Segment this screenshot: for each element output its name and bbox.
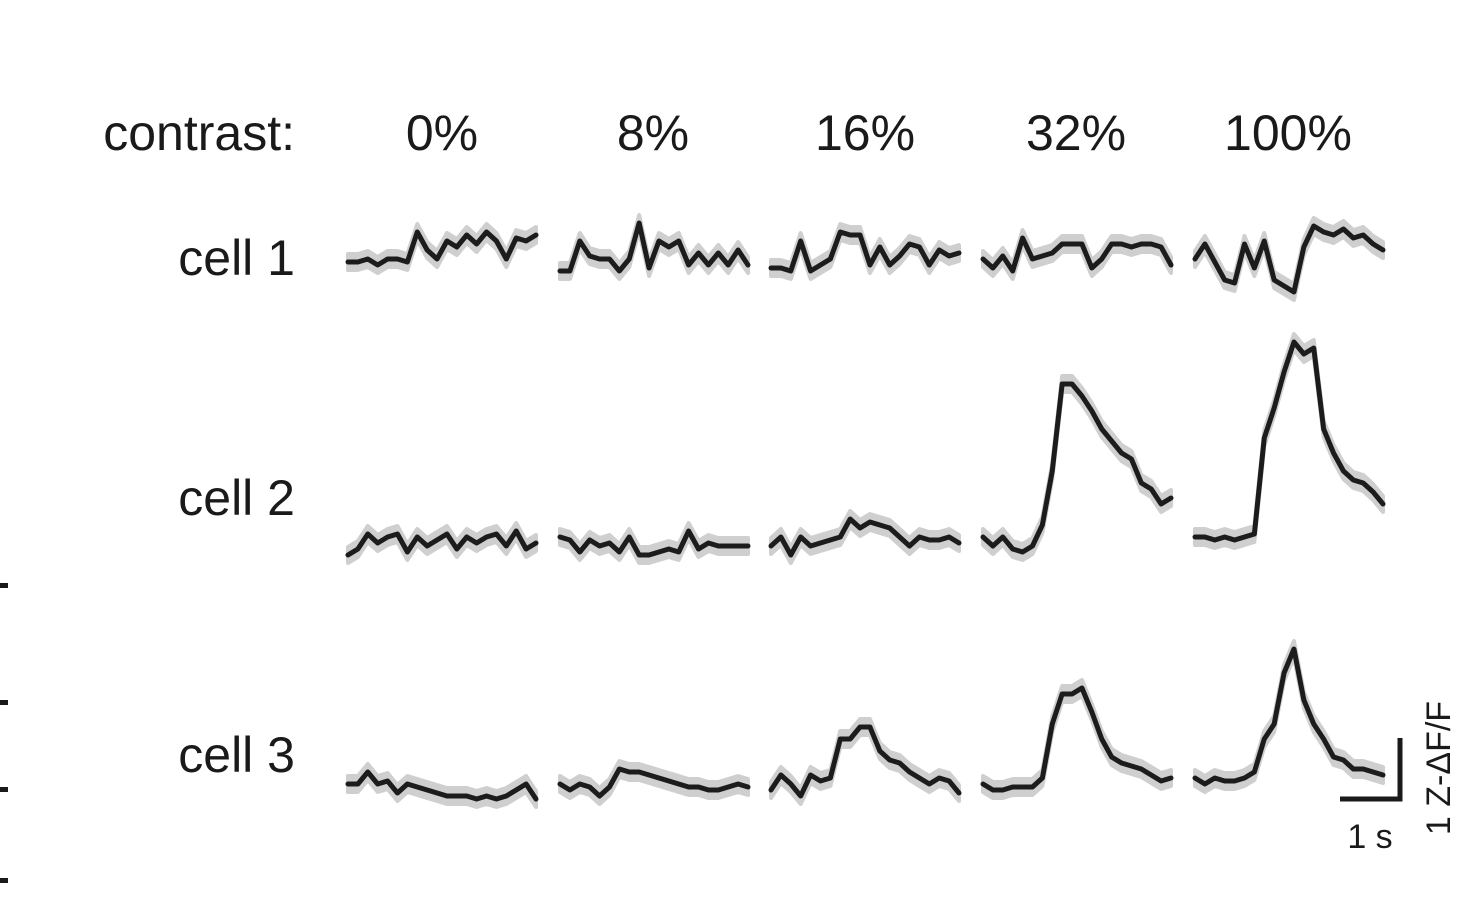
- trace-line-3-2: [768, 724, 962, 799]
- column-label-2: 16%: [815, 105, 915, 161]
- row-label-cell-1: cell 1: [178, 230, 295, 286]
- sem-band-2-3: [981, 374, 1173, 562]
- contrast-header-label: contrast:: [103, 105, 295, 161]
- trace-line-3-3: [980, 685, 1174, 793]
- trace-line-1-3: [980, 235, 1174, 274]
- trace-line-1-0: [345, 229, 539, 268]
- edge-tick: [0, 700, 8, 705]
- row-labels: cell 1 cell 2 cell 3: [178, 230, 295, 783]
- scale-bar: 1 s 1 Z-ΔF/F: [1340, 701, 1458, 856]
- edge-tick: [0, 787, 8, 792]
- trace-line-2-4: [1192, 339, 1386, 543]
- column-headers: contrast: 0% 8% 16% 32% 100%: [103, 105, 1352, 161]
- sem-band-2-1: [558, 521, 750, 565]
- trace-line-2-1: [557, 528, 751, 558]
- column-label-0: 0%: [406, 105, 478, 161]
- column-label-1: 8%: [617, 105, 689, 161]
- scale-bar-time-label: 1 s: [1347, 818, 1392, 856]
- edge-tick: [0, 878, 8, 883]
- sem-band-1-4: [1193, 216, 1385, 302]
- trace-line-3-4: [1192, 646, 1386, 787]
- sem-band-2-4: [1193, 332, 1385, 550]
- trace-line-1-1: [557, 220, 751, 274]
- trace-line-3-0: [345, 769, 539, 802]
- row-label-cell-2: cell 2: [178, 470, 295, 526]
- row-label-cell-3: cell 3: [178, 727, 295, 783]
- edge-tick: [0, 583, 8, 588]
- scale-bar-amplitude-label: 1 Z-ΔF/F: [1420, 701, 1458, 835]
- trace-line-2-2: [768, 516, 962, 558]
- sem-band-2-2: [769, 509, 961, 565]
- scale-bar-lines: [1340, 738, 1403, 802]
- column-label-4: 100%: [1224, 105, 1352, 161]
- sem-band-3-3: [981, 678, 1173, 800]
- left-edge-ticks: [0, 583, 8, 883]
- trace-line-1-2: [768, 229, 962, 274]
- trace-line-2-3: [980, 381, 1174, 555]
- sem-band-3-1: [558, 759, 750, 806]
- trace-line-2-0: [345, 528, 539, 558]
- trace-line-3-1: [557, 766, 751, 799]
- trace-grid: [345, 213, 1386, 809]
- sem-band-1-1: [558, 213, 750, 281]
- trace-line-1-4: [1192, 223, 1386, 295]
- column-label-3: 32%: [1026, 105, 1126, 161]
